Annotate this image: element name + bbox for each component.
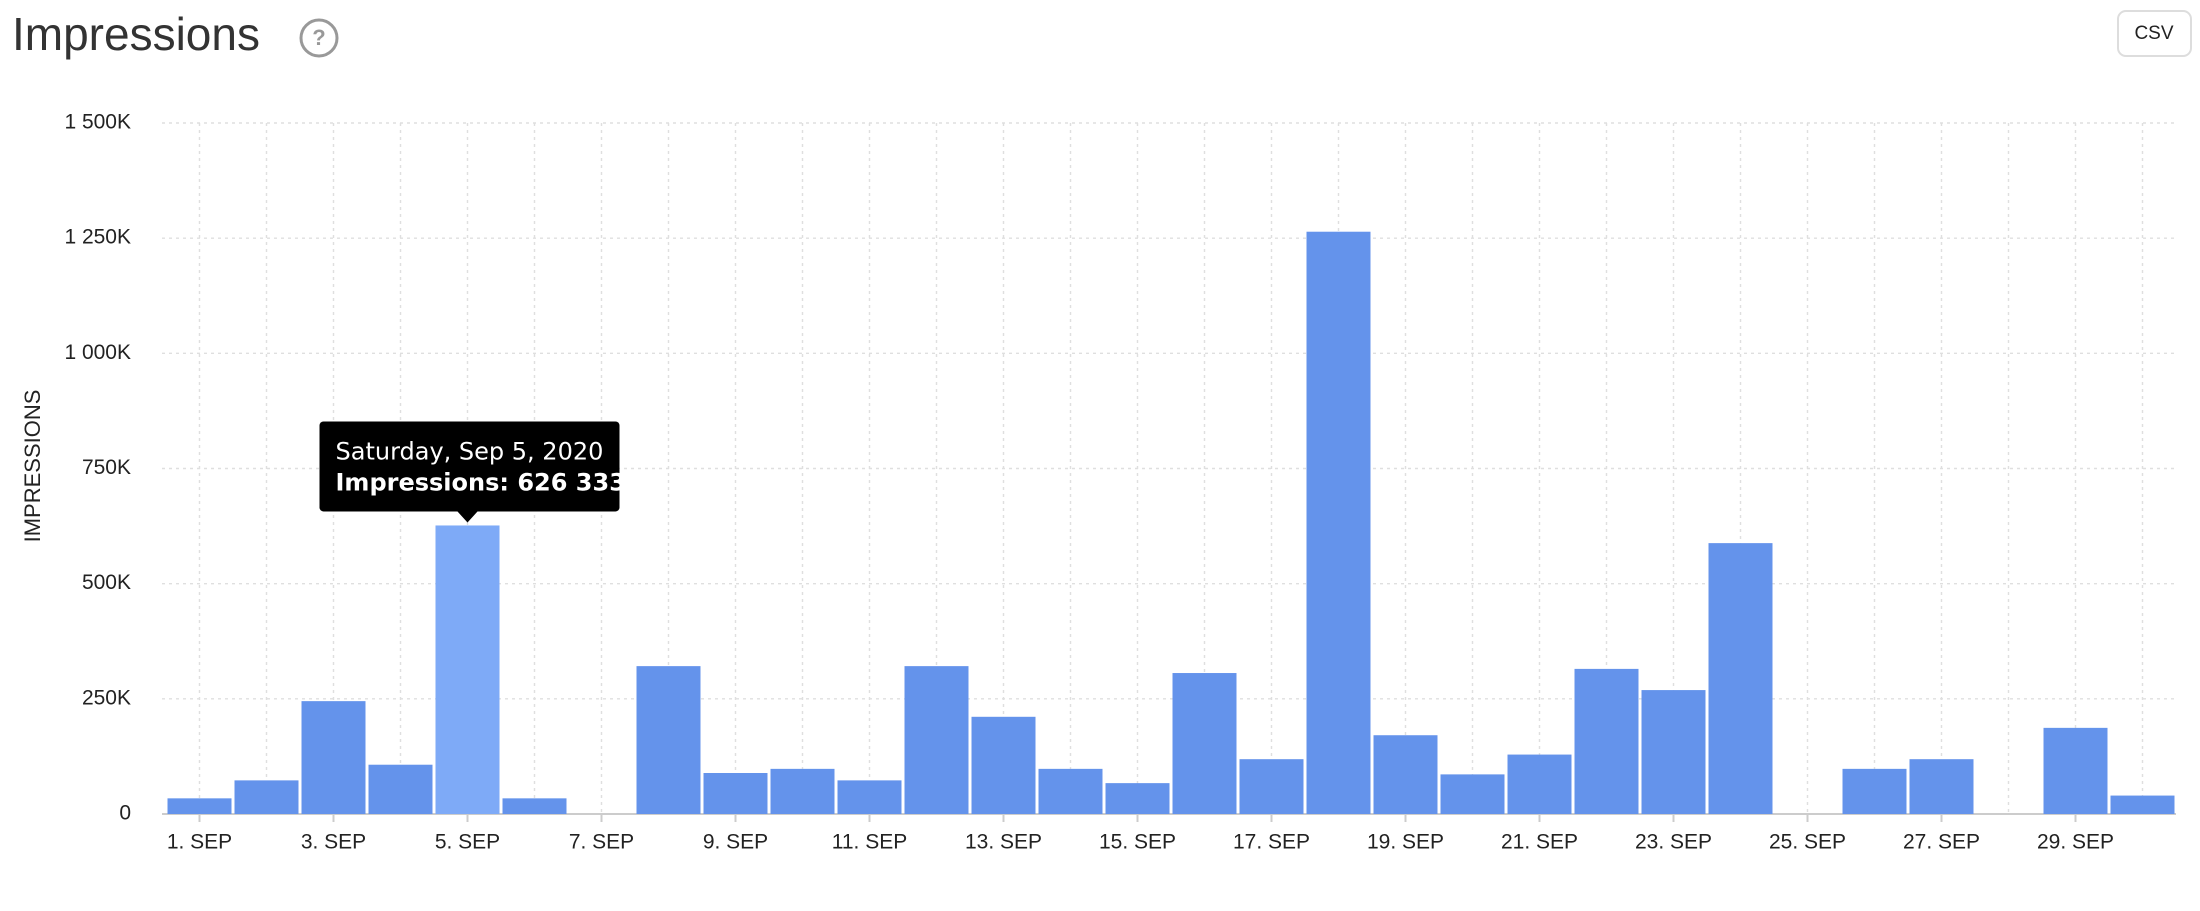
bar: [167, 798, 232, 814]
x-tick-label: 27. SEP: [1903, 831, 1980, 854]
csv-button-text[interactable]: CSV: [2134, 23, 2173, 44]
bar: [1239, 759, 1304, 814]
x-tick-label: 21. SEP: [1501, 831, 1578, 854]
y-tick-label: 750K: [82, 456, 131, 479]
bar: [2043, 727, 2108, 814]
y-tick-label: 1 000K: [64, 341, 131, 364]
bar: [703, 773, 768, 814]
bar: [502, 798, 567, 814]
bar: [1909, 759, 1974, 814]
csv-button[interactable]: [2117, 10, 2192, 57]
x-tick-label: 5. SEP: [435, 831, 500, 854]
bar: [636, 666, 701, 814]
bar: [1373, 735, 1438, 814]
bar: [1038, 768, 1103, 814]
bar: [837, 780, 902, 814]
x-tick-label: 19. SEP: [1367, 831, 1444, 854]
x-tick-label: 3. SEP: [301, 831, 366, 854]
bar: [2110, 795, 2175, 814]
x-tick-label: 15. SEP: [1099, 831, 1176, 854]
page-title: Impressions: [12, 8, 260, 60]
bar: [1641, 690, 1706, 814]
y-tick-label: 500K: [82, 571, 131, 594]
y-tick-label: 1 500K: [64, 111, 131, 134]
x-tick-label: 9. SEP: [703, 831, 768, 854]
tooltip-arrow: [457, 511, 478, 523]
y-tick-label: 0: [119, 802, 131, 825]
x-tick-label: 23. SEP: [1635, 831, 1712, 854]
tooltip-title: Saturday, Sep 5, 2020: [336, 437, 604, 465]
tooltip-value: Impressions: 626 333: [336, 468, 626, 496]
bar: [770, 768, 835, 814]
bar: [971, 716, 1036, 814]
bar: [234, 780, 299, 814]
bar: [1172, 673, 1237, 814]
x-tick-label: 13. SEP: [965, 831, 1042, 854]
bar: [1708, 543, 1773, 814]
x-tick-label: 25. SEP: [1769, 831, 1846, 854]
y-axis-label: IMPRESSIONS: [20, 390, 45, 543]
y-tick-label: 250K: [82, 686, 131, 709]
bar: [904, 666, 969, 814]
bar: [1574, 668, 1639, 814]
help-icon[interactable]: [299, 18, 339, 58]
bar: [1306, 231, 1371, 814]
y-tick-label: 1 250K: [64, 226, 131, 249]
bar: [368, 764, 433, 814]
x-tick-label: 7. SEP: [569, 831, 634, 854]
tooltip-box: [319, 421, 620, 512]
x-tick-label: 1. SEP: [167, 831, 232, 854]
bar: [301, 701, 366, 814]
bar: [1507, 754, 1572, 814]
help-icon-text[interactable]: ?: [312, 25, 325, 50]
x-tick-label: 29. SEP: [2037, 831, 2114, 854]
x-tick-label: 11. SEP: [832, 831, 908, 854]
bar: [1440, 774, 1505, 814]
bar: [435, 525, 500, 814]
bar: [1842, 768, 1907, 814]
x-tick-label: 17. SEP: [1233, 831, 1310, 854]
bar: [1105, 783, 1170, 814]
